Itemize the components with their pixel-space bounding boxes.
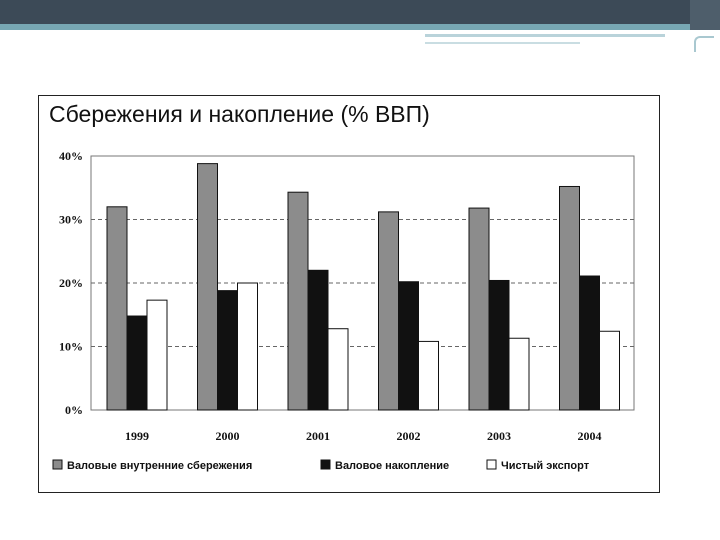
bar <box>378 211 399 411</box>
bar <box>418 340 439 411</box>
bar <box>599 330 620 411</box>
x-tick-label: 2002 <box>397 429 421 443</box>
bar <box>197 163 218 411</box>
bar <box>398 281 419 411</box>
legend-label: Чистый экспорт <box>501 460 590 472</box>
y-tick-label: 0% <box>65 403 83 417</box>
bar <box>579 275 600 411</box>
x-tick-label: 1999 <box>125 429 149 443</box>
slide-corner-mark <box>694 36 714 52</box>
chart-title: Сбережения и накопление (% ВВП) <box>49 101 430 127</box>
plot-area <box>90 155 635 411</box>
y-tick-label: 20% <box>59 276 83 290</box>
bar <box>327 328 349 411</box>
x-tick-label: 2004 <box>578 429 602 443</box>
legend-label: Валовые внутренние сбережения <box>67 460 252 472</box>
x-tick-label: 2003 <box>487 429 511 443</box>
slide-corner-block <box>690 0 720 30</box>
slide-accent-stripe <box>0 24 720 30</box>
bar <box>488 279 510 411</box>
legend-swatch <box>320 459 331 470</box>
slide-decor-line <box>425 34 665 37</box>
y-tick-label: 30% <box>59 213 83 227</box>
bar <box>287 191 309 411</box>
legend-label: Валовое накопление <box>335 460 449 472</box>
bar <box>237 282 258 411</box>
legend-swatch <box>52 459 63 470</box>
bar <box>508 337 530 411</box>
bar <box>559 185 580 411</box>
bar-chart: 0% 10% 20% 30% 40% 1999 2000 2001 2002 2003 2004 Ва… <box>52 149 635 472</box>
y-tick-label: 40% <box>59 149 83 163</box>
bar <box>106 206 128 411</box>
chart-frame: Сбережения и накопление (% ВВП) 0% 10% 20%… <box>38 95 660 493</box>
slide-top-band <box>0 0 720 24</box>
y-tick-label: 10% <box>59 340 83 354</box>
bar <box>126 315 148 411</box>
legend-swatch <box>486 459 497 470</box>
x-tick-label: 2000 <box>216 429 240 443</box>
bar <box>146 299 168 411</box>
slide-decor-line <box>425 42 580 44</box>
bar <box>468 207 490 411</box>
bar <box>307 269 329 411</box>
x-tick-label: 2001 <box>306 429 330 443</box>
bar <box>217 290 238 411</box>
